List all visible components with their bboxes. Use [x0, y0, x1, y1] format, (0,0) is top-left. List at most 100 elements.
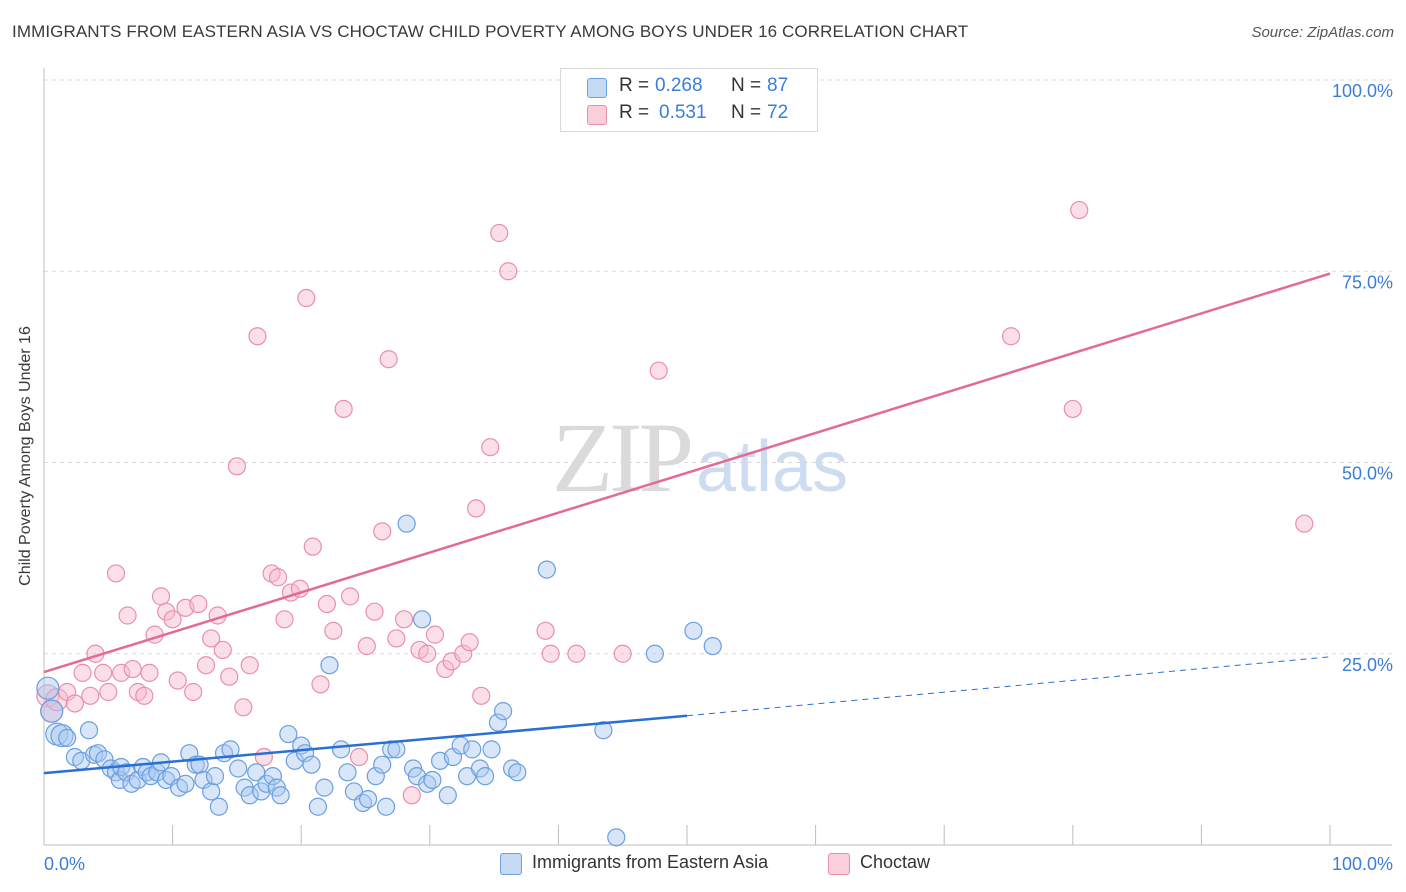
choctaw-point	[240, 656, 259, 675]
eastern-asia-point	[302, 755, 321, 774]
choctaw-point	[357, 636, 376, 656]
chart-title: IMMIGRANTS FROM EASTERN ASIA VS CHOCTAW …	[12, 22, 969, 41]
source-label: Source: ZipAtlas.com	[1251, 24, 1394, 41]
eastern-asia-point	[358, 789, 378, 809]
choctaw-point	[196, 656, 216, 675]
eastern-asia-point	[373, 755, 392, 774]
eastern-asia-point	[488, 713, 508, 732]
choctaw-point	[472, 686, 491, 705]
eastern-asia-point	[229, 759, 248, 778]
choctaw-point	[254, 747, 274, 767]
choctaw-point	[379, 350, 398, 369]
legend-r-value: 0.531	[659, 102, 707, 123]
eastern-asia-trendline-extension	[686, 656, 1331, 717]
choctaw-point	[202, 629, 221, 648]
choctaw-point	[490, 223, 509, 243]
choctaw-point	[373, 522, 392, 541]
eastern-asia-trendline	[43, 714, 688, 775]
legend-r-label: R =	[619, 75, 650, 96]
axis-layer	[43, 68, 1392, 846]
eastern-asia-point	[240, 786, 259, 805]
choctaw-point	[106, 564, 126, 583]
bottom-legend-swatch-choctaw	[828, 853, 850, 875]
eastern-asia-point	[423, 770, 442, 790]
choctaw-point	[163, 610, 182, 629]
eastern-asia-point	[438, 786, 457, 805]
choctaw-point	[73, 663, 92, 682]
choctaw-point	[394, 610, 414, 629]
eastern-asia-point	[482, 740, 501, 759]
legend-swatch-eastern-asia	[587, 78, 607, 98]
choctaw-point	[541, 644, 560, 663]
eastern-asia-point	[366, 767, 385, 786]
eastern-asia-point	[263, 767, 283, 786]
choctaw-point	[311, 675, 330, 694]
eastern-asia-point	[40, 699, 64, 723]
choctaw-point	[189, 594, 208, 614]
trend-layer	[43, 272, 1331, 775]
eastern-asia-point	[50, 724, 74, 748]
choctaw-point	[168, 671, 187, 690]
eastern-asia-point	[376, 797, 396, 816]
eastern-asia-point	[494, 702, 513, 721]
choctaw-point	[402, 786, 421, 805]
eastern-asia-point	[58, 728, 77, 748]
y-tick-label: 100.0%	[1332, 81, 1393, 101]
eastern-asia-point	[308, 797, 328, 816]
choctaw-point	[220, 667, 239, 686]
eastern-asia-point	[703, 636, 722, 656]
tick-label-layer: 25.0% 50.0% 75.0% 100.0% 0.0% 100.0%	[44, 81, 1393, 874]
choctaw-point	[81, 686, 100, 705]
choctaw-point	[425, 625, 445, 644]
legend: R = 0.268 N = 87 R = 0.531 N = 72	[560, 68, 818, 132]
choctaw-point	[1070, 200, 1089, 220]
x-tick-label-max: 100.0%	[1332, 854, 1393, 874]
bottom-legend-label-eastern-asia: Immigrants from Eastern Asia	[532, 852, 769, 872]
choctaw-point	[184, 682, 203, 702]
choctaw-point	[1295, 514, 1314, 533]
choctaw-point	[454, 644, 473, 663]
legend-n-label: N =	[731, 102, 762, 123]
choctaw-point	[499, 262, 518, 281]
choctaw-point	[317, 594, 337, 614]
choctaw-point	[324, 621, 343, 640]
legend-r-value: 0.268	[655, 75, 703, 96]
eastern-asia-point	[407, 767, 427, 786]
eastern-asia-point	[279, 724, 298, 744]
eastern-asia-point	[475, 767, 495, 786]
eastern-asia-point	[645, 644, 664, 663]
eastern-asia-point	[338, 763, 357, 782]
choctaw-point	[213, 640, 232, 660]
eastern-asia-point	[79, 721, 99, 740]
eastern-asia-point	[537, 560, 556, 579]
y-tick-label: 50.0%	[1342, 464, 1393, 484]
choctaw-point	[297, 288, 316, 308]
grid-layer	[44, 79, 1392, 655]
choctaw-point	[613, 644, 632, 663]
eastern-asia-points	[36, 514, 722, 847]
eastern-asia-point	[221, 740, 240, 759]
eastern-asia-point	[202, 782, 221, 801]
eastern-asia-point	[320, 656, 339, 675]
eastern-asia-point	[180, 744, 199, 763]
choctaw-point	[248, 327, 267, 346]
legend-n-value: 72	[767, 102, 789, 123]
choctaw-point	[275, 610, 294, 629]
eastern-asia-point	[209, 797, 228, 816]
eastern-asia-point	[397, 514, 416, 533]
choctaw-point	[334, 399, 353, 419]
eastern-asia-point	[412, 610, 432, 629]
choctaw-point	[536, 621, 555, 640]
choctaw-point	[118, 606, 137, 625]
legend-r-label: R =	[619, 102, 650, 123]
choctaw-point	[481, 438, 500, 457]
choctaw-point	[303, 537, 322, 556]
bottom-legend-label-choctaw: Choctaw	[860, 852, 931, 872]
choctaw-point	[99, 682, 118, 702]
choctaw-point	[365, 602, 384, 621]
eastern-asia-point	[205, 767, 225, 786]
choctaw-point	[466, 499, 486, 518]
eastern-asia-point	[315, 778, 334, 797]
choctaw-points	[36, 200, 1314, 805]
